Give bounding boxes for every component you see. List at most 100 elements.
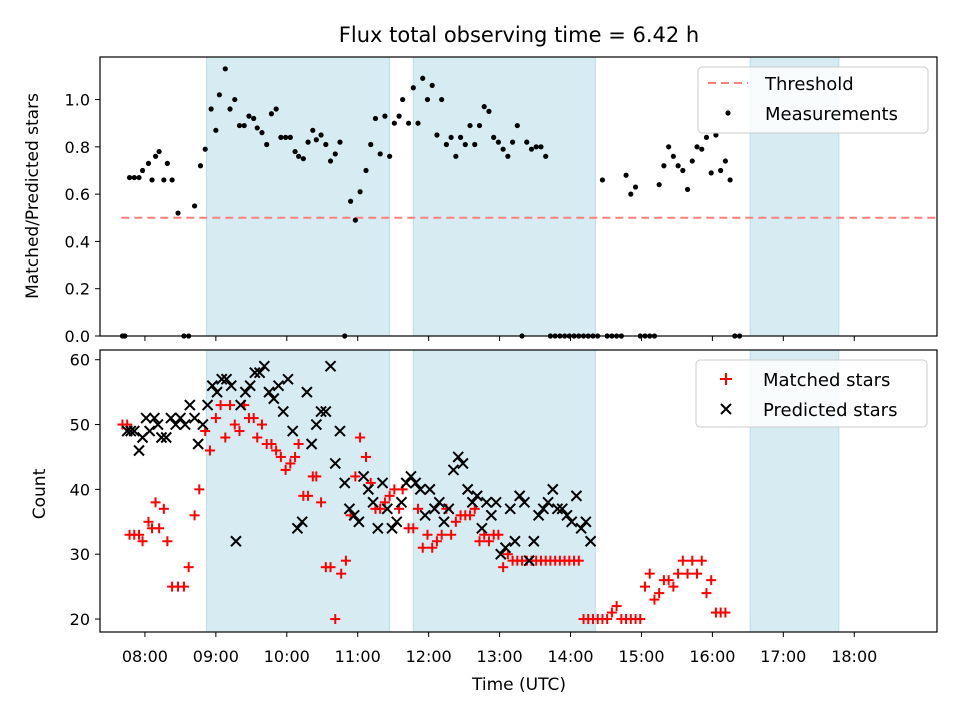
measurement-point	[448, 134, 454, 140]
x-tick-label: 11:00	[335, 647, 381, 666]
measurement-point	[415, 120, 421, 126]
measurement-point	[727, 177, 733, 183]
predicted-star-point	[580, 516, 592, 528]
measurement-point	[387, 153, 393, 159]
predicted-star-point	[499, 542, 512, 554]
y-tick-label: 0.2	[65, 280, 90, 299]
predicted-star-point	[143, 425, 156, 437]
predicted-star-point	[305, 438, 318, 450]
measurement-point	[722, 158, 728, 164]
predicted-star-point	[537, 503, 550, 515]
measurement-point	[599, 177, 606, 183]
measurement-point	[661, 163, 667, 169]
predicted-star-point	[518, 496, 531, 509]
measurement-point	[149, 177, 155, 183]
predicted-star-point	[561, 509, 573, 522]
matched-star-point	[293, 439, 304, 449]
top-legend-box	[697, 66, 929, 134]
measurement-point	[491, 134, 497, 140]
measurement-point	[236, 122, 243, 129]
matched-star-point	[384, 490, 395, 501]
predicted-star-point	[575, 522, 587, 534]
matched-star-point	[436, 529, 447, 540]
predicted-star-point	[461, 483, 474, 496]
matched-star-point	[162, 536, 173, 547]
y-tick-label: 0.8	[65, 138, 90, 157]
predicted-star-point	[184, 399, 196, 411]
predicted-star-point	[152, 418, 164, 431]
matched-star-point	[493, 529, 504, 540]
matched-star-point	[220, 432, 231, 443]
predicted-star-point	[225, 379, 237, 392]
measurement-point	[628, 191, 634, 197]
measurement-point	[472, 141, 478, 148]
measurement-point	[327, 158, 334, 164]
predicted-star-point	[268, 392, 280, 405]
matched-star-point	[427, 542, 438, 553]
x-tick-label: 09:00	[193, 647, 239, 666]
top-y-ticks: 0.0 0.2 0.4 0.6 0.8 1.0	[65, 91, 100, 346]
matched-star-point	[194, 484, 205, 495]
top-y-axis-label: Matched/Predicted stars	[23, 93, 43, 299]
x-tick-label: 17:00	[760, 647, 806, 666]
measurement-point	[202, 146, 208, 152]
measurement-point	[363, 167, 369, 174]
top-x-ticks	[144, 336, 855, 341]
matched-star-point	[611, 601, 622, 612]
matched-star-point	[266, 439, 277, 449]
measurement-point	[216, 92, 223, 98]
matched-star-point	[285, 458, 296, 469]
matched-star-point	[417, 542, 428, 553]
predicted-star-point	[386, 522, 398, 534]
matched-star-point	[474, 536, 485, 547]
measurement-point	[632, 184, 639, 190]
measurement-point	[410, 85, 416, 91]
matched-star-point	[422, 529, 433, 540]
predicted-star-point	[438, 516, 450, 528]
matched-star-point	[290, 451, 301, 462]
measurement-point	[139, 167, 146, 174]
matched-star-point	[183, 562, 194, 573]
matched-star-point	[446, 529, 457, 540]
measurement-point	[145, 160, 152, 166]
measurement-point	[391, 120, 397, 126]
observing-window-2	[412, 349, 596, 633]
y-tick-label: 20	[70, 610, 90, 629]
observing-window-2	[412, 56, 596, 337]
measurement-point	[323, 141, 329, 148]
measurement-point	[164, 160, 170, 166]
legend-measurements-label: Measurements	[765, 104, 898, 125]
predicted-star-point	[447, 464, 460, 476]
matched-star-point	[215, 400, 226, 411]
matched-star-point	[256, 419, 267, 430]
predicted-star-point	[409, 477, 422, 489]
measurement-point	[680, 167, 686, 174]
matched-star-point	[644, 568, 655, 579]
measurement-point	[400, 96, 406, 103]
measurement-point	[684, 186, 691, 193]
matched-star-point	[340, 555, 351, 566]
matched-star-point	[692, 568, 703, 579]
measurement-point	[222, 66, 228, 72]
matched-star-point	[154, 523, 165, 534]
predicted-star-point	[414, 483, 427, 496]
predicted-star-point	[419, 509, 431, 522]
y-tick-label: 30	[70, 545, 90, 564]
predicted-star-point	[253, 366, 266, 379]
measurement-point	[352, 217, 358, 223]
measurement-point	[514, 122, 520, 129]
x-tick-label: 08:00	[122, 647, 168, 666]
legend-measurements-swatch	[725, 110, 731, 116]
matched-star-point	[325, 562, 336, 573]
matched-star-point	[280, 464, 291, 475]
measurement-point	[292, 148, 298, 155]
measurement-point	[268, 111, 275, 117]
predicted-star-point	[405, 470, 417, 483]
predicted-star-point	[211, 386, 223, 398]
predicted-star-point	[443, 503, 455, 515]
predicted-star-point	[362, 483, 375, 496]
matched-star-point	[330, 614, 341, 625]
measurement-point	[713, 132, 719, 138]
predicted-star-point	[376, 477, 389, 489]
